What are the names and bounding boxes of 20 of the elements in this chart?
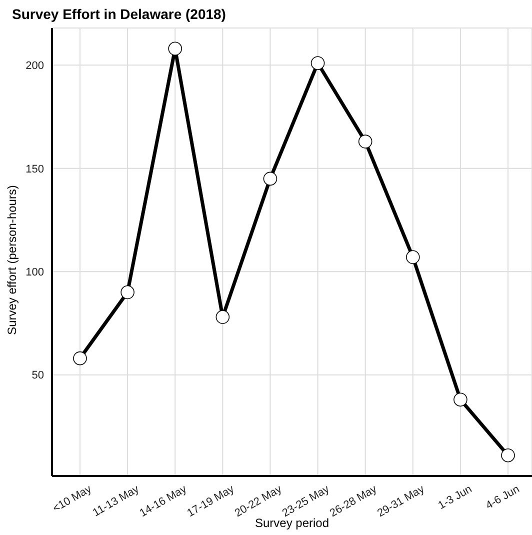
x-axis-title: Survey period [254,516,330,530]
y-tick-label: 200 [26,60,44,72]
y-tick-label: 150 [26,163,44,176]
x-tick-label: <10 May [50,482,94,515]
x-tick-label: 1-3 Jun [436,483,474,512]
point [216,310,230,324]
y-axis-title: Survey effort (person-hours) [5,185,19,335]
y-tick-label: 100 [26,266,44,279]
point [310,56,325,70]
chart-title: Survey Effort in Delaware (2018) [12,6,226,22]
point [501,448,515,462]
point [406,250,420,264]
point [358,134,372,148]
point [73,351,87,366]
x-tick-label: 4-6 Jun [484,483,522,512]
point [454,392,468,407]
point [168,42,182,56]
point [120,285,134,300]
point [263,172,278,186]
y-tick-label: 50 [32,370,44,382]
